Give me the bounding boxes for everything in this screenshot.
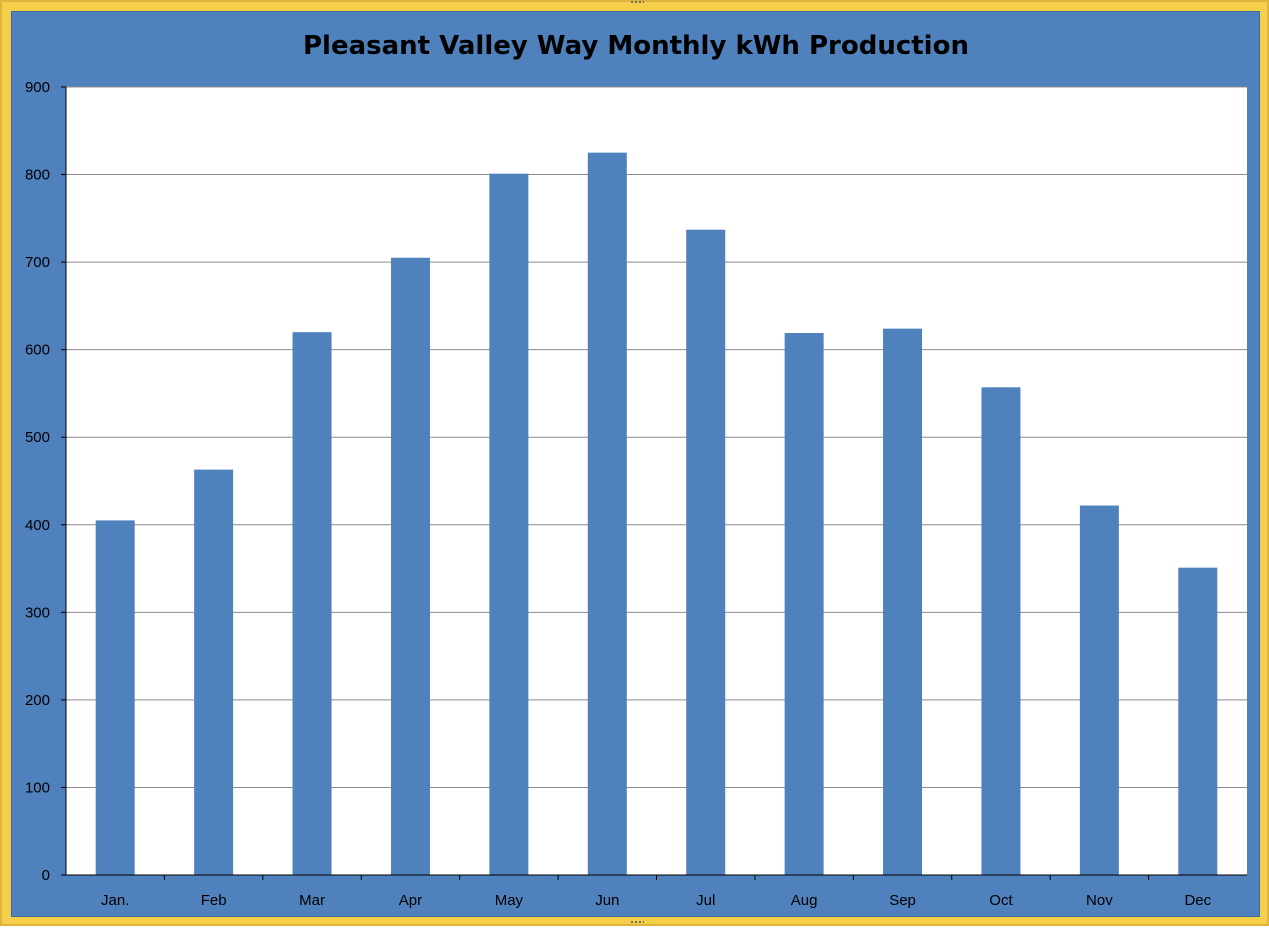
y-tick-label: 400 bbox=[25, 517, 50, 534]
chart-title: Pleasant Valley Way Monthly kWh Producti… bbox=[303, 31, 969, 61]
bar-aug[interactable] bbox=[784, 333, 824, 875]
y-tick-label: 700 bbox=[25, 254, 50, 271]
gridlines bbox=[61, 86, 1247, 880]
x-tick-label: Apr bbox=[399, 892, 422, 909]
x-tick-label: Jun bbox=[595, 892, 619, 909]
bar-oct[interactable] bbox=[981, 387, 1021, 875]
y-axis-tick-labels: 0 100 200 300 400 500 600 700 800 900 bbox=[25, 79, 50, 884]
x-tick-label: Dec bbox=[1184, 892, 1211, 909]
x-tick-label: Oct bbox=[989, 892, 1013, 909]
x-axis-tick-labels: Jan. Feb Mar Apr May Jun Jul Aug Sep Oct Nov Dec bbox=[101, 892, 1212, 909]
bar-jan[interactable] bbox=[95, 520, 135, 875]
y-tick-label: 0 bbox=[42, 867, 50, 884]
resize-handle-bottom[interactable] bbox=[630, 920, 644, 924]
y-tick-label: 500 bbox=[25, 429, 50, 446]
y-tick-label: 200 bbox=[25, 692, 50, 709]
bar-apr[interactable] bbox=[390, 257, 430, 875]
x-tick-label: Jul bbox=[696, 892, 715, 909]
x-tick-label: Aug bbox=[791, 892, 818, 909]
x-tick-label: Feb bbox=[201, 892, 227, 909]
bar-jun[interactable] bbox=[587, 152, 627, 875]
resize-handle-top[interactable] bbox=[630, 0, 644, 4]
bar-jul[interactable] bbox=[686, 229, 726, 875]
bar-sep[interactable] bbox=[883, 328, 923, 875]
plot-area bbox=[66, 87, 1247, 875]
x-tick-label: Jan. bbox=[101, 892, 129, 909]
y-tick-label: 800 bbox=[25, 167, 50, 184]
x-tick-label: Sep bbox=[889, 892, 916, 909]
y-tick-label: 900 bbox=[25, 79, 50, 96]
axes bbox=[61, 87, 1247, 876]
x-tick-label: Mar bbox=[299, 892, 325, 909]
y-tick-label: 100 bbox=[25, 779, 50, 796]
x-tick-label: May bbox=[495, 892, 524, 909]
bar-nov[interactable] bbox=[1079, 505, 1119, 875]
y-tick-label: 300 bbox=[25, 604, 50, 621]
x-tick-label: Nov bbox=[1086, 892, 1113, 909]
bar-feb[interactable] bbox=[194, 469, 234, 875]
bar-may[interactable] bbox=[489, 173, 529, 875]
y-tick-label: 600 bbox=[25, 342, 50, 359]
bars bbox=[95, 152, 1218, 876]
bar-mar[interactable] bbox=[292, 332, 332, 876]
bar-dec[interactable] bbox=[1178, 567, 1218, 875]
